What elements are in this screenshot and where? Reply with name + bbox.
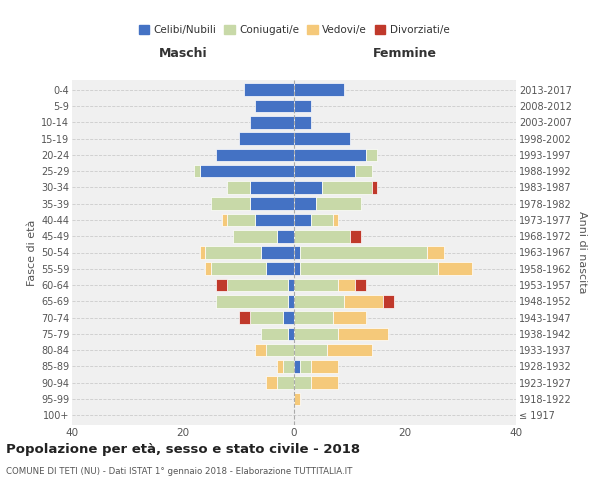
- Bar: [211, 198, 250, 210]
- Bar: [294, 376, 311, 389]
- Bar: [294, 100, 311, 112]
- Bar: [205, 246, 261, 259]
- Bar: [294, 311, 333, 324]
- Bar: [294, 198, 316, 210]
- Bar: [283, 360, 294, 373]
- Bar: [250, 198, 294, 210]
- Bar: [250, 116, 294, 128]
- Bar: [283, 311, 294, 324]
- Text: Maschi: Maschi: [158, 47, 208, 60]
- Bar: [427, 246, 444, 259]
- Bar: [328, 344, 372, 356]
- Bar: [311, 214, 333, 226]
- Bar: [294, 148, 366, 161]
- Bar: [294, 344, 328, 356]
- Bar: [277, 376, 294, 389]
- Bar: [350, 230, 361, 242]
- Bar: [255, 344, 266, 356]
- Bar: [439, 262, 472, 275]
- Bar: [233, 230, 277, 242]
- Bar: [294, 230, 350, 242]
- Bar: [266, 376, 277, 389]
- Bar: [294, 165, 355, 177]
- Bar: [294, 132, 350, 145]
- Bar: [289, 278, 294, 291]
- Legend: Celibi/Nubili, Coniugati/e, Vedovi/e, Divorziati/e: Celibi/Nubili, Coniugati/e, Vedovi/e, Di…: [137, 23, 451, 38]
- Bar: [211, 262, 266, 275]
- Bar: [239, 311, 250, 324]
- Bar: [239, 132, 294, 145]
- Bar: [294, 246, 299, 259]
- Bar: [261, 246, 294, 259]
- Bar: [294, 84, 344, 96]
- Bar: [333, 214, 338, 226]
- Bar: [255, 100, 294, 112]
- Bar: [372, 181, 377, 194]
- Bar: [255, 214, 294, 226]
- Bar: [217, 148, 294, 161]
- Bar: [205, 262, 211, 275]
- Text: COMUNE DI TETI (NU) - Dati ISTAT 1° gennaio 2018 - Elaborazione TUTTITALIA.IT: COMUNE DI TETI (NU) - Dati ISTAT 1° genn…: [6, 468, 352, 476]
- Bar: [299, 246, 427, 259]
- Bar: [316, 198, 361, 210]
- Bar: [355, 165, 372, 177]
- Bar: [294, 116, 311, 128]
- Bar: [333, 311, 366, 324]
- Bar: [217, 278, 227, 291]
- Bar: [294, 295, 344, 308]
- Bar: [194, 165, 200, 177]
- Bar: [294, 214, 311, 226]
- Bar: [217, 295, 289, 308]
- Bar: [294, 392, 299, 406]
- Bar: [344, 295, 383, 308]
- Bar: [266, 262, 294, 275]
- Bar: [227, 214, 255, 226]
- Bar: [355, 278, 366, 291]
- Bar: [294, 360, 299, 373]
- Bar: [200, 165, 294, 177]
- Bar: [366, 148, 377, 161]
- Bar: [289, 295, 294, 308]
- Bar: [383, 295, 394, 308]
- Bar: [227, 181, 250, 194]
- Text: Femmine: Femmine: [373, 47, 437, 60]
- Bar: [200, 246, 205, 259]
- Bar: [227, 278, 289, 291]
- Bar: [322, 181, 372, 194]
- Bar: [261, 328, 289, 340]
- Bar: [222, 214, 227, 226]
- Bar: [299, 360, 311, 373]
- Bar: [266, 344, 294, 356]
- Text: Popolazione per età, sesso e stato civile - 2018: Popolazione per età, sesso e stato civil…: [6, 442, 360, 456]
- Bar: [311, 360, 338, 373]
- Bar: [277, 230, 294, 242]
- Bar: [250, 181, 294, 194]
- Y-axis label: Anni di nascita: Anni di nascita: [577, 211, 587, 294]
- Bar: [294, 278, 338, 291]
- Bar: [311, 376, 338, 389]
- Bar: [294, 181, 322, 194]
- Bar: [338, 328, 388, 340]
- Bar: [244, 84, 294, 96]
- Bar: [299, 262, 439, 275]
- Bar: [338, 278, 355, 291]
- Y-axis label: Fasce di età: Fasce di età: [26, 220, 37, 286]
- Bar: [250, 311, 283, 324]
- Bar: [294, 262, 299, 275]
- Bar: [294, 328, 338, 340]
- Bar: [277, 360, 283, 373]
- Bar: [289, 328, 294, 340]
